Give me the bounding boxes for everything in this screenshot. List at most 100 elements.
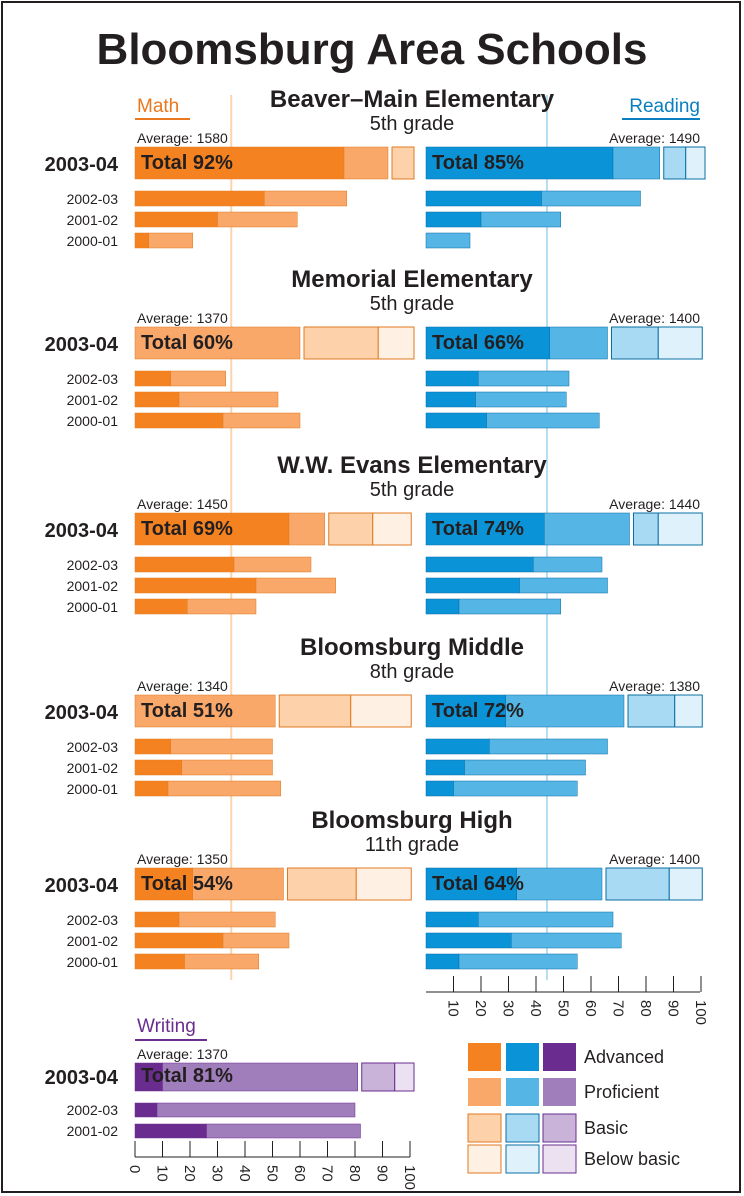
advanced-bar (425, 512, 545, 546)
proficient-bar (192, 867, 284, 901)
history-advanced-bar (425, 780, 454, 797)
below-basic-bar (350, 694, 412, 728)
history-advanced-bar (425, 577, 520, 594)
total-label: Total 64% (432, 873, 524, 895)
legend-swatch (543, 1078, 576, 1106)
below-basic-bar (657, 326, 703, 360)
proficient-bar (162, 1062, 358, 1092)
history-proficient-bar (156, 1102, 356, 1118)
year-label: 2001-02 (67, 578, 119, 594)
history-proficient-bar (541, 190, 641, 207)
average-label: Average: 1340 (137, 678, 228, 694)
below-basic-bar (355, 867, 412, 901)
current-year: 2003-04 (45, 334, 119, 356)
history-advanced-bar (134, 598, 188, 615)
tick-label: 50 (555, 1000, 572, 1017)
history-proficient-bar (217, 211, 298, 228)
legend-swatch (542, 1144, 577, 1174)
history-advanced-bar (425, 911, 479, 928)
basic-bar (391, 146, 415, 180)
current-year: 2003-04 (45, 875, 119, 897)
history-advanced-bar (134, 370, 171, 387)
proficient-bar (516, 867, 603, 901)
history-proficient-bar (475, 391, 567, 408)
history-advanced-bar (425, 370, 479, 387)
below-basic-bar (657, 512, 703, 546)
proficient-bar (612, 146, 660, 180)
year-label: 2001-02 (67, 1123, 119, 1139)
legend-swatch (467, 1144, 502, 1174)
history-advanced-bar (134, 932, 224, 949)
year-label: 2002-03 (67, 557, 119, 573)
grade-label: 5th grade (370, 113, 455, 135)
total-label: Total 85% (432, 152, 524, 174)
history-advanced-bar (134, 738, 171, 755)
below-basic-bar (668, 867, 703, 901)
proficient-bar (505, 694, 625, 728)
history-proficient-bar (184, 953, 259, 970)
history-proficient-bar (480, 211, 561, 228)
school-name: W.W. Evans Elementary (277, 452, 547, 479)
history-advanced-bar (134, 577, 257, 594)
basic-bar (303, 326, 379, 360)
history-proficient-bar (222, 412, 301, 429)
average-label: Average: 1450 (137, 496, 228, 512)
average-label: Average: 1490 (609, 130, 700, 146)
proficient-bar (288, 512, 325, 546)
total-label: Total 54% (141, 873, 233, 895)
advanced-bar (425, 146, 614, 180)
legend-swatch (542, 1113, 577, 1143)
history-proficient-bar (187, 598, 257, 615)
total-label: Total 51% (141, 700, 233, 722)
tick-label: 30 (209, 1165, 226, 1182)
history-proficient-bar (170, 370, 226, 387)
year-label: 2002-03 (67, 191, 119, 207)
basic-bar (287, 867, 357, 901)
below-basic-bar (377, 326, 415, 360)
proficient-bar (134, 694, 276, 728)
current-year: 2003-04 (45, 520, 119, 542)
year-label: 2002-03 (67, 739, 119, 755)
history-advanced-bar (134, 412, 224, 429)
history-proficient-bar (167, 780, 281, 797)
history-advanced-bar (134, 391, 180, 408)
history-advanced-bar (425, 759, 465, 776)
history-proficient-bar (178, 391, 279, 408)
history-advanced-bar (425, 211, 482, 228)
basic-bar (605, 867, 670, 901)
school-name: Bloomsburg High (311, 807, 512, 834)
total-label: Total 66% (432, 332, 524, 354)
legend-label: Basic (584, 1118, 628, 1138)
proficient-bar (343, 146, 389, 180)
history-advanced-bar (134, 1102, 158, 1118)
title: Bloomsburg Area Schools (97, 25, 648, 74)
average-label: Average: 1400 (609, 851, 700, 867)
grade-label: 5th grade (370, 479, 455, 501)
basic-bar (278, 694, 352, 728)
average-label: Average: 1400 (609, 310, 700, 326)
tick-label: 90 (665, 1000, 682, 1017)
legend-swatch (505, 1113, 540, 1143)
year-label: 2000-01 (67, 954, 119, 970)
tick-label: 80 (637, 1000, 654, 1017)
total-label: Total 81% (141, 1065, 233, 1087)
history-advanced-bar (134, 911, 180, 928)
tick-label: 40 (236, 1165, 253, 1182)
basic-bar (633, 512, 659, 546)
history-advanced-bar (425, 932, 512, 949)
year-label: 2001-02 (67, 933, 119, 949)
basic-bar (361, 1062, 396, 1092)
history-advanced-bar (134, 211, 218, 228)
basic-bar (627, 694, 676, 728)
below-basic-bar (372, 512, 412, 546)
proficient-bar (549, 326, 608, 360)
tick-label: 60 (582, 1000, 599, 1017)
year-label: 2002-03 (67, 1102, 119, 1118)
school-name: Memorial Elementary (291, 266, 533, 293)
tick-label: 70 (610, 1000, 627, 1017)
history-proficient-bar (464, 759, 586, 776)
year-label: 2001-02 (67, 212, 119, 228)
history-advanced-bar (425, 412, 487, 429)
